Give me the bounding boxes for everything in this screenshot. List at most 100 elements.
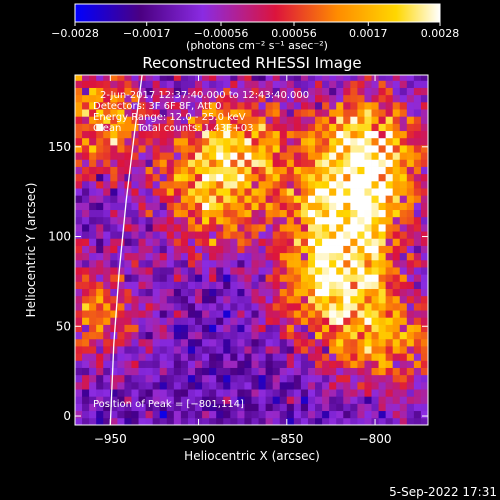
heatmap-cell [286, 209, 295, 218]
heatmap-cell [279, 274, 288, 282]
colorbar-tick-label: −0.00056 [194, 27, 249, 40]
heatmap-cell [180, 145, 189, 153]
heatmap-cell [187, 288, 196, 297]
heatmap-cell [272, 130, 281, 139]
heatmap-cell [420, 381, 428, 390]
heatmap-cell [413, 94, 422, 103]
heatmap-cell [420, 389, 428, 397]
heatmap-cell [307, 288, 316, 297]
heatmap-cell [413, 281, 422, 289]
heatmap-cell [357, 80, 365, 88]
heatmap-cell [96, 381, 104, 390]
heatmap-cell [124, 274, 132, 282]
heatmap-cell [357, 159, 365, 167]
heatmap-cell [371, 403, 379, 412]
heatmap-cell [258, 216, 267, 225]
heatmap-cell [293, 360, 302, 368]
heatmap-cell [75, 346, 83, 354]
heatmap-cell [152, 123, 161, 132]
heatmap-cell [124, 75, 132, 81]
colorbar-tick-label: 0.00056 [271, 27, 317, 40]
heatmap-cell [180, 202, 189, 211]
heatmap-cell [82, 188, 90, 196]
heatmap-cell [195, 346, 203, 354]
heatmap-cell [371, 94, 379, 103]
heatmap-cell [117, 166, 125, 175]
heatmap-cell [364, 80, 372, 88]
heatmap-cell [350, 80, 358, 88]
heatmap-cell [110, 238, 118, 246]
heatmap-cell [230, 252, 238, 261]
heatmap-cell [103, 87, 111, 96]
heatmap-cell [82, 152, 90, 160]
heatmap-cell [96, 195, 104, 203]
heatmap-cell [420, 188, 428, 196]
heatmap-cell [307, 188, 316, 196]
colorbar-ticks: −0.0028 −0.0017 −0.00056 0.00056 0.0017 0.002… [51, 22, 459, 40]
heatmap-cell [209, 324, 217, 333]
heatmap-cell [413, 238, 422, 246]
heatmap-cell [293, 338, 302, 347]
heatmap-cell [385, 252, 394, 261]
heatmap-cell [378, 180, 387, 189]
heatmap-cell [279, 360, 288, 368]
heatmap-cell [406, 202, 415, 211]
heatmap-cell [223, 137, 231, 146]
heatmap-cell [244, 252, 252, 261]
heatmap-cell [371, 130, 379, 139]
y-tick-label: 150 [48, 140, 71, 154]
heatmap-cell [258, 80, 267, 88]
heatmap-cell [159, 346, 168, 354]
heatmap-cell [216, 145, 224, 153]
heatmap-cell [244, 75, 252, 81]
heatmap-cell [385, 267, 394, 275]
heatmap-cell [166, 317, 175, 325]
heatmap-cell [202, 259, 210, 268]
heatmap-cell [237, 130, 245, 139]
heatmap-cell [329, 188, 337, 196]
heatmap-cell [392, 267, 401, 275]
heatmap-cell [413, 223, 422, 232]
heatmap-cell [124, 238, 132, 246]
heatmap-cell [420, 202, 428, 211]
heatmap-cell [336, 324, 344, 333]
heatmap-cell [293, 116, 302, 124]
heatmap-cell [237, 252, 245, 261]
heatmap-cell [110, 417, 118, 425]
heatmap-cell [272, 180, 281, 189]
heatmap-cell [180, 166, 189, 175]
heatmap-cell [315, 145, 323, 153]
heatmap-cell [180, 180, 189, 189]
heatmap-cell [223, 360, 231, 368]
heatmap-cell [82, 417, 90, 425]
heatmap-cell [82, 231, 90, 239]
heatmap-cell [138, 188, 146, 196]
heatmap-cell [202, 381, 210, 390]
heatmap-cell [272, 374, 281, 383]
heatmap-cell [322, 367, 330, 376]
heatmap-cell [385, 310, 394, 318]
heatmap-cell [272, 159, 281, 167]
heatmap-cell [138, 130, 146, 139]
heatmap-cell [399, 238, 408, 246]
heatmap-cell [110, 267, 118, 275]
heatmap-cell [180, 238, 189, 246]
heatmap-cell [75, 367, 83, 376]
heatmap-cell [166, 238, 175, 246]
heatmap-cell [293, 101, 302, 110]
heatmap-cell [195, 180, 203, 189]
heatmap-cell [187, 223, 196, 232]
heatmap-cell [230, 417, 238, 425]
heatmap-cell [180, 94, 189, 103]
heatmap-cell [357, 353, 365, 361]
heatmap-cell [364, 338, 372, 347]
heatmap-cell [265, 245, 274, 254]
heatmap-cell [265, 238, 274, 246]
heatmap-cell [251, 281, 259, 289]
heatmap-cell [322, 295, 330, 304]
heatmap-cell [89, 288, 97, 297]
heatmap-cell [364, 173, 372, 182]
heatmap-cell [300, 295, 309, 304]
heatmap-cell [216, 417, 224, 425]
heatmap-cell [202, 389, 210, 397]
